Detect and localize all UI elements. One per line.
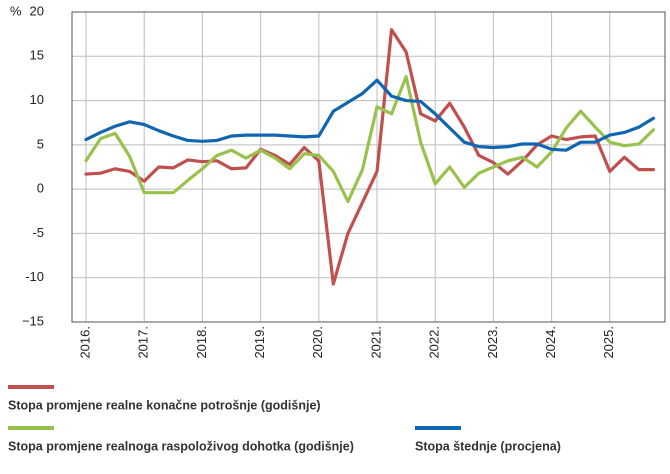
y-tick-label: 0 [37, 181, 44, 196]
series-line [84, 78, 656, 152]
x-tick-label: 2024. [543, 326, 558, 359]
y-tick-label: 15 [30, 48, 44, 63]
x-tick-label: 2016. [77, 326, 92, 359]
y-tick-label: 5 [37, 136, 44, 151]
series-line [84, 75, 656, 204]
x-tick-label: 2022. [427, 326, 442, 359]
legend-label: Stopa štednje (procjena) [415, 439, 561, 453]
y-axis-unit: % [10, 3, 22, 18]
x-tick-label: 2023. [485, 326, 500, 359]
y-tick-label: 10 [30, 92, 44, 107]
y-tick-label: −15 [22, 313, 44, 328]
legend-label: Stopa promjene realnoga raspoloživog doh… [8, 439, 354, 453]
plot-frame [71, 11, 666, 323]
y-tick-label: 20 [30, 3, 44, 18]
series-line [84, 28, 656, 286]
x-tick-label: 2019. [252, 326, 267, 359]
y-tick-label: -5 [32, 225, 44, 240]
y-tick-label: -10 [25, 269, 44, 284]
legend-label: Stopa promjene realne konačne potrošnje … [8, 398, 321, 412]
x-tick-label: 2021. [368, 326, 383, 359]
x-tick-label: 2018. [194, 326, 209, 359]
x-tick-label: 2017. [136, 326, 151, 359]
x-tick-label: 2025. [601, 326, 616, 359]
x-tick-label: 2020. [310, 326, 325, 359]
